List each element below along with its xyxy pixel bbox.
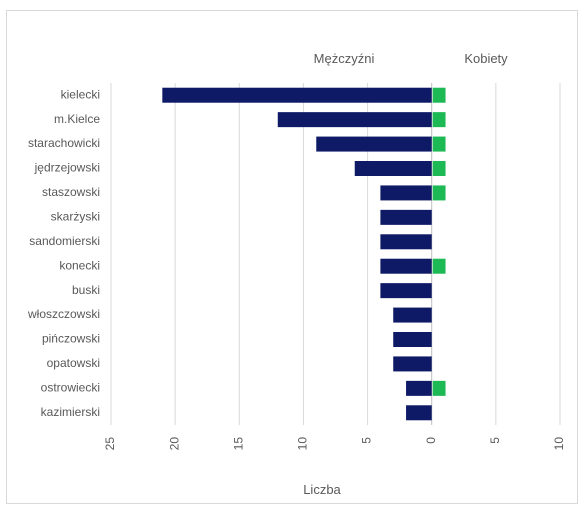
tick-label-2: 15 — [231, 437, 245, 451]
bar-men-3 — [354, 161, 432, 176]
bar-women-12 — [432, 380, 446, 396]
gridlines — [110, 83, 561, 425]
x-axis-label: Liczba — [303, 482, 341, 497]
bar-women-0 — [432, 87, 446, 103]
category-label-5: skarżyski — [51, 210, 100, 224]
category-label-3: jędrzejowski — [34, 161, 100, 175]
tick-label-6: 5 — [488, 437, 502, 444]
legend-men: Mężczyźni — [314, 51, 375, 66]
tick-labels: 25 20 15 10 5 0 5 10 — [103, 437, 566, 451]
bar-women-1 — [432, 112, 446, 128]
category-label-2: starachowicki — [28, 136, 100, 150]
tick-label-3: 10 — [296, 437, 310, 451]
category-label-13: kazimierski — [41, 405, 100, 419]
bar-men-10 — [393, 332, 432, 347]
category-label-4: staszowski — [42, 185, 100, 199]
category-label-7: konecki — [59, 258, 100, 272]
tick-label-1: 20 — [167, 437, 181, 451]
tick-label-0: 25 — [103, 437, 117, 451]
bar-men-13 — [406, 405, 432, 421]
bar-men-1 — [277, 112, 432, 128]
bar-men-7 — [380, 258, 432, 274]
category-label-0: kielecki — [61, 87, 100, 101]
bar-women-3 — [432, 161, 446, 176]
bar-women-7 — [432, 258, 446, 274]
category-labels: kielecki m.Kielce starachowicki jędrzejowsk… — [27, 87, 100, 419]
category-label-6: sandomierski — [29, 234, 100, 248]
bar-men-2 — [316, 136, 432, 152]
bar-men-5 — [380, 209, 432, 225]
bar-men-6 — [380, 234, 432, 250]
tick-label-7: 10 — [552, 437, 566, 451]
bar-men-0 — [162, 87, 432, 103]
category-label-9: włoszczowski — [27, 307, 100, 321]
bar-men-12 — [406, 380, 432, 396]
legend-women: Kobiety — [464, 51, 508, 66]
bars — [162, 87, 446, 421]
category-label-1: m.Kielce — [54, 112, 100, 126]
category-label-12: ostrowiecki — [41, 381, 100, 395]
tick-label-4: 5 — [360, 437, 374, 444]
category-label-10: pińczowski — [42, 332, 100, 346]
category-label-8: buski — [72, 283, 100, 297]
bar-men-8 — [380, 283, 432, 299]
bar-men-9 — [393, 307, 432, 323]
tick-label-5: 0 — [424, 437, 438, 444]
bar-women-2 — [432, 136, 446, 152]
bar-men-4 — [380, 185, 432, 201]
bar-women-4 — [432, 185, 446, 201]
category-label-11: opatowski — [47, 356, 100, 370]
bar-men-11 — [393, 356, 432, 372]
